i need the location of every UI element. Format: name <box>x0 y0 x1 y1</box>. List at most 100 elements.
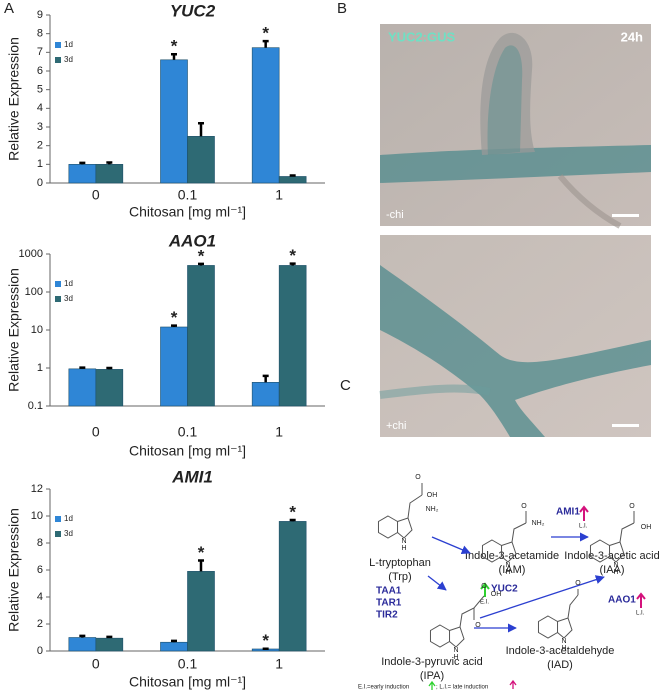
compound-abbr: (IAD) <box>547 659 573 671</box>
bar <box>68 368 97 407</box>
induction: L.I. <box>636 611 645 617</box>
bar <box>251 382 280 407</box>
x-tick-label: 0 <box>92 187 100 203</box>
bar <box>187 265 215 407</box>
error-bar <box>262 374 269 383</box>
y-tick-label: 12 <box>31 483 43 495</box>
side-chain <box>619 522 635 543</box>
enzyme: TAA1 <box>376 586 402 597</box>
compound-abbr: (IPA) <box>420 670 444 682</box>
micrograph: YUC2:GUS 24h -chi <box>380 24 651 229</box>
y-tick-label: 0 <box>37 177 43 189</box>
pathway: L-tryptophan (Trp) Indole-3-acetamide (I… <box>358 474 660 691</box>
panel-label: B <box>337 0 347 17</box>
side-chain <box>511 522 527 543</box>
atom-label: N <box>453 647 458 654</box>
compound-abbr: (Trp) <box>388 571 411 583</box>
error-bar <box>79 634 86 638</box>
atom-label: H <box>613 569 618 576</box>
significance-marker: * <box>262 631 269 650</box>
side-chain <box>459 595 485 628</box>
condition-label: -chi <box>386 209 404 221</box>
x-tick-label: 0 <box>92 424 100 440</box>
legend-swatch <box>55 516 61 522</box>
enzyme: AMI1 <box>556 507 580 518</box>
x-tick-label: 0.1 <box>178 424 198 440</box>
atom-label: H <box>401 545 406 552</box>
atom-label: OH <box>427 492 438 499</box>
legend-text: ; L.I.= late induction <box>436 685 488 691</box>
x-tick-label: 1 <box>275 187 283 203</box>
atom-label: N <box>505 562 510 569</box>
legend-swatch <box>55 42 61 48</box>
error-bar <box>106 635 113 639</box>
y-tick-label: 9 <box>37 9 43 21</box>
bar <box>278 521 307 652</box>
enzyme: AAO1 <box>608 595 636 606</box>
atom-label: H <box>561 645 566 652</box>
ring <box>397 517 413 539</box>
y-axis-label: Relative Expression <box>6 268 22 392</box>
y-tick-label: 4 <box>37 591 43 603</box>
legend-swatch <box>55 281 61 287</box>
x-tick-label: 1 <box>275 424 283 440</box>
error-bar <box>262 39 269 48</box>
atom-label: O <box>575 580 581 587</box>
error-bar <box>79 366 86 369</box>
ring <box>537 615 559 639</box>
atom-label: N <box>401 538 406 545</box>
error-bar <box>106 366 113 370</box>
error-bar <box>198 122 204 137</box>
bar <box>95 164 124 184</box>
induction: E.I. <box>480 600 489 606</box>
x-tick-label: 0 <box>92 656 100 672</box>
bar <box>251 47 280 184</box>
ring <box>501 541 517 563</box>
error-bar <box>106 161 113 165</box>
x-tick-label: 0.1 <box>178 187 198 203</box>
y-tick-label: 2 <box>37 140 43 152</box>
y-tick-label: 7 <box>37 46 43 58</box>
induction: L.I. <box>579 524 588 530</box>
atom-label: O <box>415 474 421 481</box>
y-tick-label: 1 <box>37 362 43 374</box>
legend-label: 1d <box>64 40 73 49</box>
legend-swatch <box>55 296 61 302</box>
atom-label: O <box>629 503 635 510</box>
y-tick-label: 100 <box>25 286 43 298</box>
significance-marker: * <box>171 308 178 327</box>
error-bar <box>171 639 177 643</box>
enzyme: TAR1 <box>376 598 402 609</box>
error-bar <box>289 174 296 177</box>
ring <box>449 626 465 648</box>
bar-chart: YUC2 0 1 2 3 4 5 6 7 8 9 Relative Expression Chitosa… <box>6 1 325 220</box>
bar <box>160 641 188 652</box>
bar <box>187 136 215 184</box>
micrograph: +chi <box>379 235 651 437</box>
error-bar <box>171 52 177 60</box>
y-axis-label: Relative Expression <box>6 508 22 632</box>
compound-abbr: (IAA) <box>599 564 624 576</box>
compound-name: Indole-3-acetic acid <box>564 550 659 562</box>
significance-marker: * <box>198 543 205 562</box>
y-tick-label: 0 <box>37 645 43 657</box>
ring <box>377 515 399 539</box>
legend-label: 1d <box>64 514 73 523</box>
bar <box>160 326 188 407</box>
legend-swatch <box>55 57 61 63</box>
ring <box>557 617 573 639</box>
legend-label: 3d <box>64 55 73 64</box>
y-tick-label: 6 <box>37 564 43 576</box>
legend-label: 3d <box>64 294 73 303</box>
y-tick-label: 10 <box>31 324 43 336</box>
compound-name: Indole-3-pyruvic acid <box>381 656 483 668</box>
bar <box>95 369 124 407</box>
atom-label: N <box>561 638 566 645</box>
y-tick-label: 6 <box>37 65 43 77</box>
atom-label: O <box>475 622 481 629</box>
compound-name: Indole-3-acetamide <box>465 550 559 562</box>
enzyme: TIR2 <box>376 610 398 621</box>
